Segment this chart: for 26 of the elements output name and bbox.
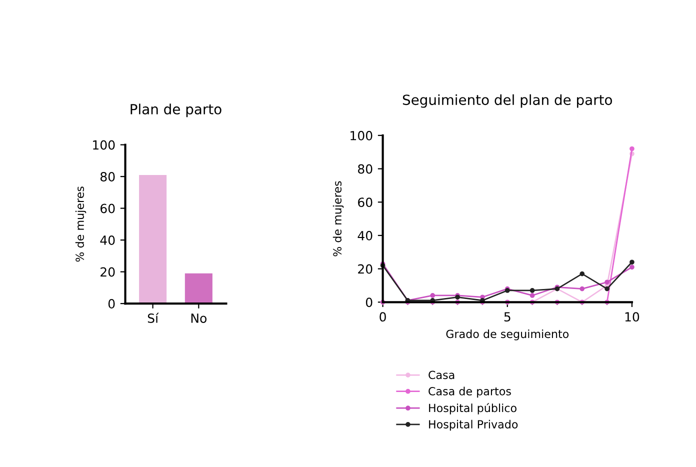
y-tick-label: 40 (358, 230, 372, 240)
y-tick-label: 60 (358, 198, 372, 208)
y-tick-label: 60 (100, 204, 115, 214)
x-tick-label: 0 (380, 312, 386, 322)
y-tick-label: 40 (100, 236, 115, 245)
x-axis-title: Grado de seguimiento (446, 330, 569, 340)
y-tick-label: 20 (358, 264, 372, 274)
y-axis-title: % de mujeres (332, 181, 344, 256)
y-tick-label: 0 (366, 298, 372, 308)
legend-label: Hospital público (429, 403, 516, 414)
legend-label: Casa de partos (428, 386, 511, 398)
legend-label: Hospital Privado (429, 420, 518, 431)
y-axis-title: % de mujeres (75, 186, 86, 262)
y-tick-label: 100 (93, 140, 115, 150)
x-tick-label: 5 (504, 312, 510, 322)
x-tick-label: No (191, 314, 206, 323)
y-tick-label: 100 (350, 130, 372, 140)
chart-title: Seguimiento del plan de parto (402, 94, 612, 108)
chart-title: Plan de parto (130, 104, 222, 118)
legend-label: Casa (428, 370, 454, 380)
x-tick-label: Sí (148, 312, 159, 323)
y-tick-label: 80 (358, 164, 372, 174)
y-tick-label: 80 (100, 172, 115, 182)
x-tick-label: 10 (625, 312, 640, 322)
y-tick-label: 20 (100, 267, 115, 277)
y-tick-label: 0 (108, 299, 115, 308)
